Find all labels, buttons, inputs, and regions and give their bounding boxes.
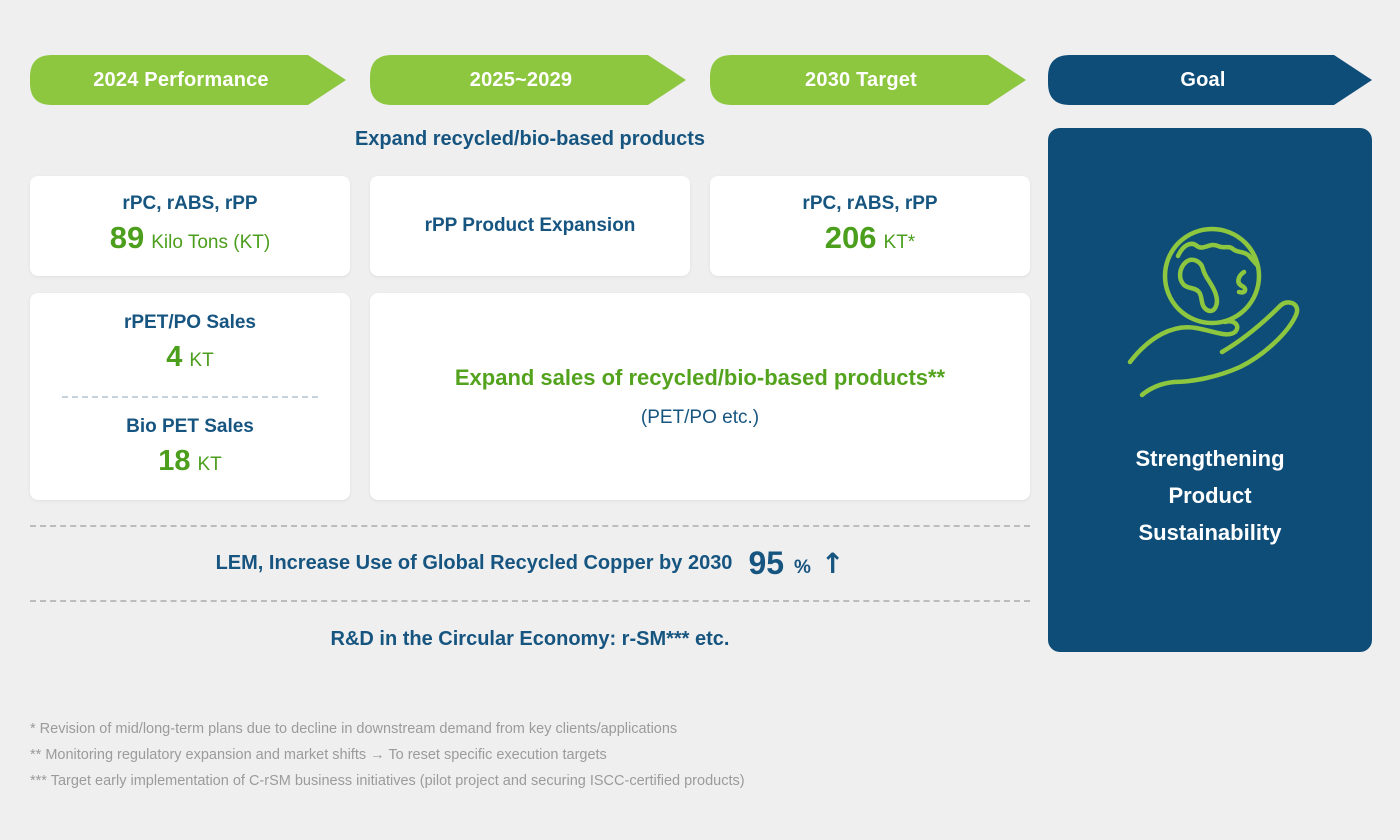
footnote-2: ** Monitoring regulatory expansion and m… — [30, 747, 607, 763]
rpet-po-sales-block: rPET/PO Sales 4 KT — [30, 293, 350, 396]
stage-arrow-2030-target: 2030 Target — [710, 55, 1026, 105]
stage-label: 2030 Target — [805, 68, 917, 91]
metric-unit: KT — [197, 454, 222, 476]
metric-unit: KT* — [883, 232, 916, 253]
stage-arrow-goal: Goal — [1048, 55, 1372, 105]
dashed-separator-top — [30, 525, 1030, 527]
lem-copper-row: LEM, Increase Use of Global Recycled Cop… — [30, 527, 1030, 600]
dashed-divider — [62, 395, 318, 398]
earth-in-hand-icon — [1127, 226, 1300, 398]
card-title: rPET/PO Sales — [123, 311, 256, 333]
dashed-separator-bottom — [30, 600, 1030, 602]
lem-percent-sign: % — [794, 556, 811, 578]
rnd-label: R&D in the Circular Economy: r-SM*** etc… — [330, 627, 730, 650]
arrow-banner-shape — [370, 55, 686, 105]
card-expand-sales: Expand sales of recycled/bio-based produ… — [370, 293, 1030, 500]
stage-label: 2024 Performance — [93, 68, 269, 91]
metric-unit: Kilo Tons (KT) — [151, 232, 271, 253]
stage-arrow-2025-2029: 2025~2029 — [370, 55, 686, 105]
card-sales-2024: rPET/PO Sales 4 KT Bio PET Sales 18 KT — [30, 293, 350, 500]
arrow-banner-shape — [710, 55, 1026, 105]
goal-line-1: Strengthening — [1135, 446, 1285, 471]
up-arrow-icon: ↑ — [820, 547, 845, 580]
goal-line-3: Sustainability — [1138, 520, 1282, 545]
metric-value: 4 — [166, 340, 183, 373]
footnote-3: *** Target early implementation of C-rSM… — [30, 773, 745, 789]
section-title: Expand recycled/bio-based products — [354, 128, 706, 150]
footnotes: * Revision of mid/long-term plans due to… — [30, 716, 1130, 794]
metric-value: 18 — [158, 445, 191, 478]
goal-line-2: Product — [1168, 483, 1252, 508]
lem-value: 95 — [748, 545, 785, 581]
arrow-banner-shape — [1048, 55, 1372, 105]
card-rpp-product-expansion: rPP Product Expansion — [370, 176, 690, 276]
metric: 206 KT* — [825, 221, 915, 261]
card-title: rPP Product Expansion — [424, 215, 636, 236]
goal-panel: Strengthening Product Sustainability — [1048, 128, 1372, 652]
card-title: Bio PET Sales — [126, 416, 254, 438]
metric: 18 KT — [158, 444, 222, 483]
metric-unit: KT — [189, 349, 214, 371]
card-2030-rpc-rabs-rpp: rPC, rABS, rPP 206 KT* — [710, 176, 1030, 276]
stage-arrow-2024-performance: 2024 Performance — [30, 55, 346, 105]
card-title: rPC, rABS, rPP — [802, 193, 938, 214]
arrow-banner-shape — [30, 55, 346, 105]
metric-value: 206 — [824, 220, 877, 255]
metric: 89 Kilo Tons (KT) — [110, 221, 270, 261]
stage-label: Goal — [1180, 68, 1226, 91]
metric-value: 89 — [109, 220, 145, 255]
card-title: rPC, rABS, rPP — [122, 193, 258, 214]
metric: 4 KT — [166, 340, 213, 379]
stage-label: 2025~2029 — [469, 68, 573, 91]
footnote-1: * Revision of mid/long-term plans due to… — [30, 721, 678, 737]
bio-pet-sales-block: Bio PET Sales 18 KT — [30, 398, 350, 501]
rnd-circular-economy-row: R&D in the Circular Economy: r-SM*** etc… — [30, 624, 1030, 654]
card-2024-rpc-rabs-rpp: rPC, rABS, rPP 89 Kilo Tons (KT) — [30, 176, 350, 276]
goal-statement: Strengthening Product Sustainability — [1048, 440, 1372, 551]
lem-label: LEM, Increase Use of Global Recycled Cop… — [215, 552, 733, 574]
card-title: Expand sales of recycled/bio-based produ… — [454, 364, 946, 390]
card-subtitle: (PET/PO etc.) — [640, 406, 760, 428]
